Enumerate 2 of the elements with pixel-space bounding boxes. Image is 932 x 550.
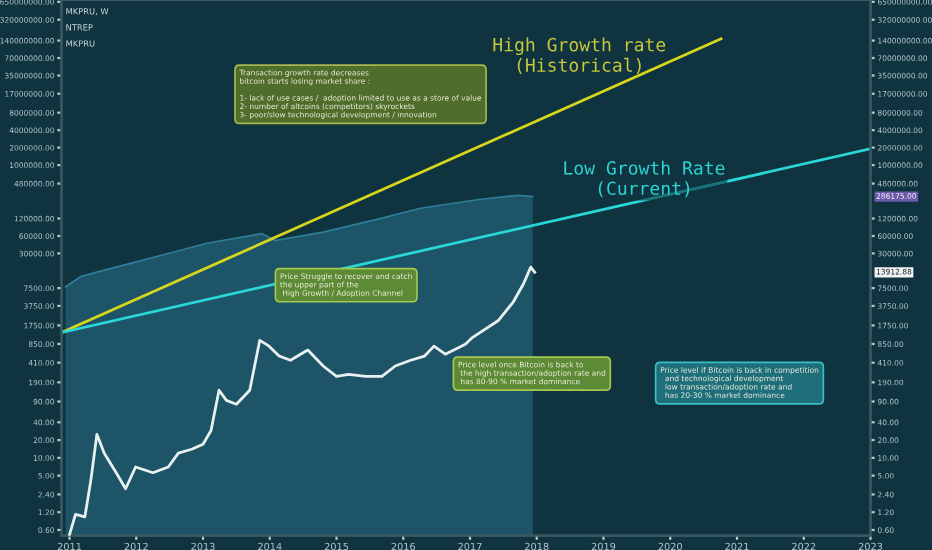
annotation: High Growth rate (Historical) — [493, 37, 666, 75]
annotation: Low Growth Rate (Current) — [564, 160, 725, 198]
